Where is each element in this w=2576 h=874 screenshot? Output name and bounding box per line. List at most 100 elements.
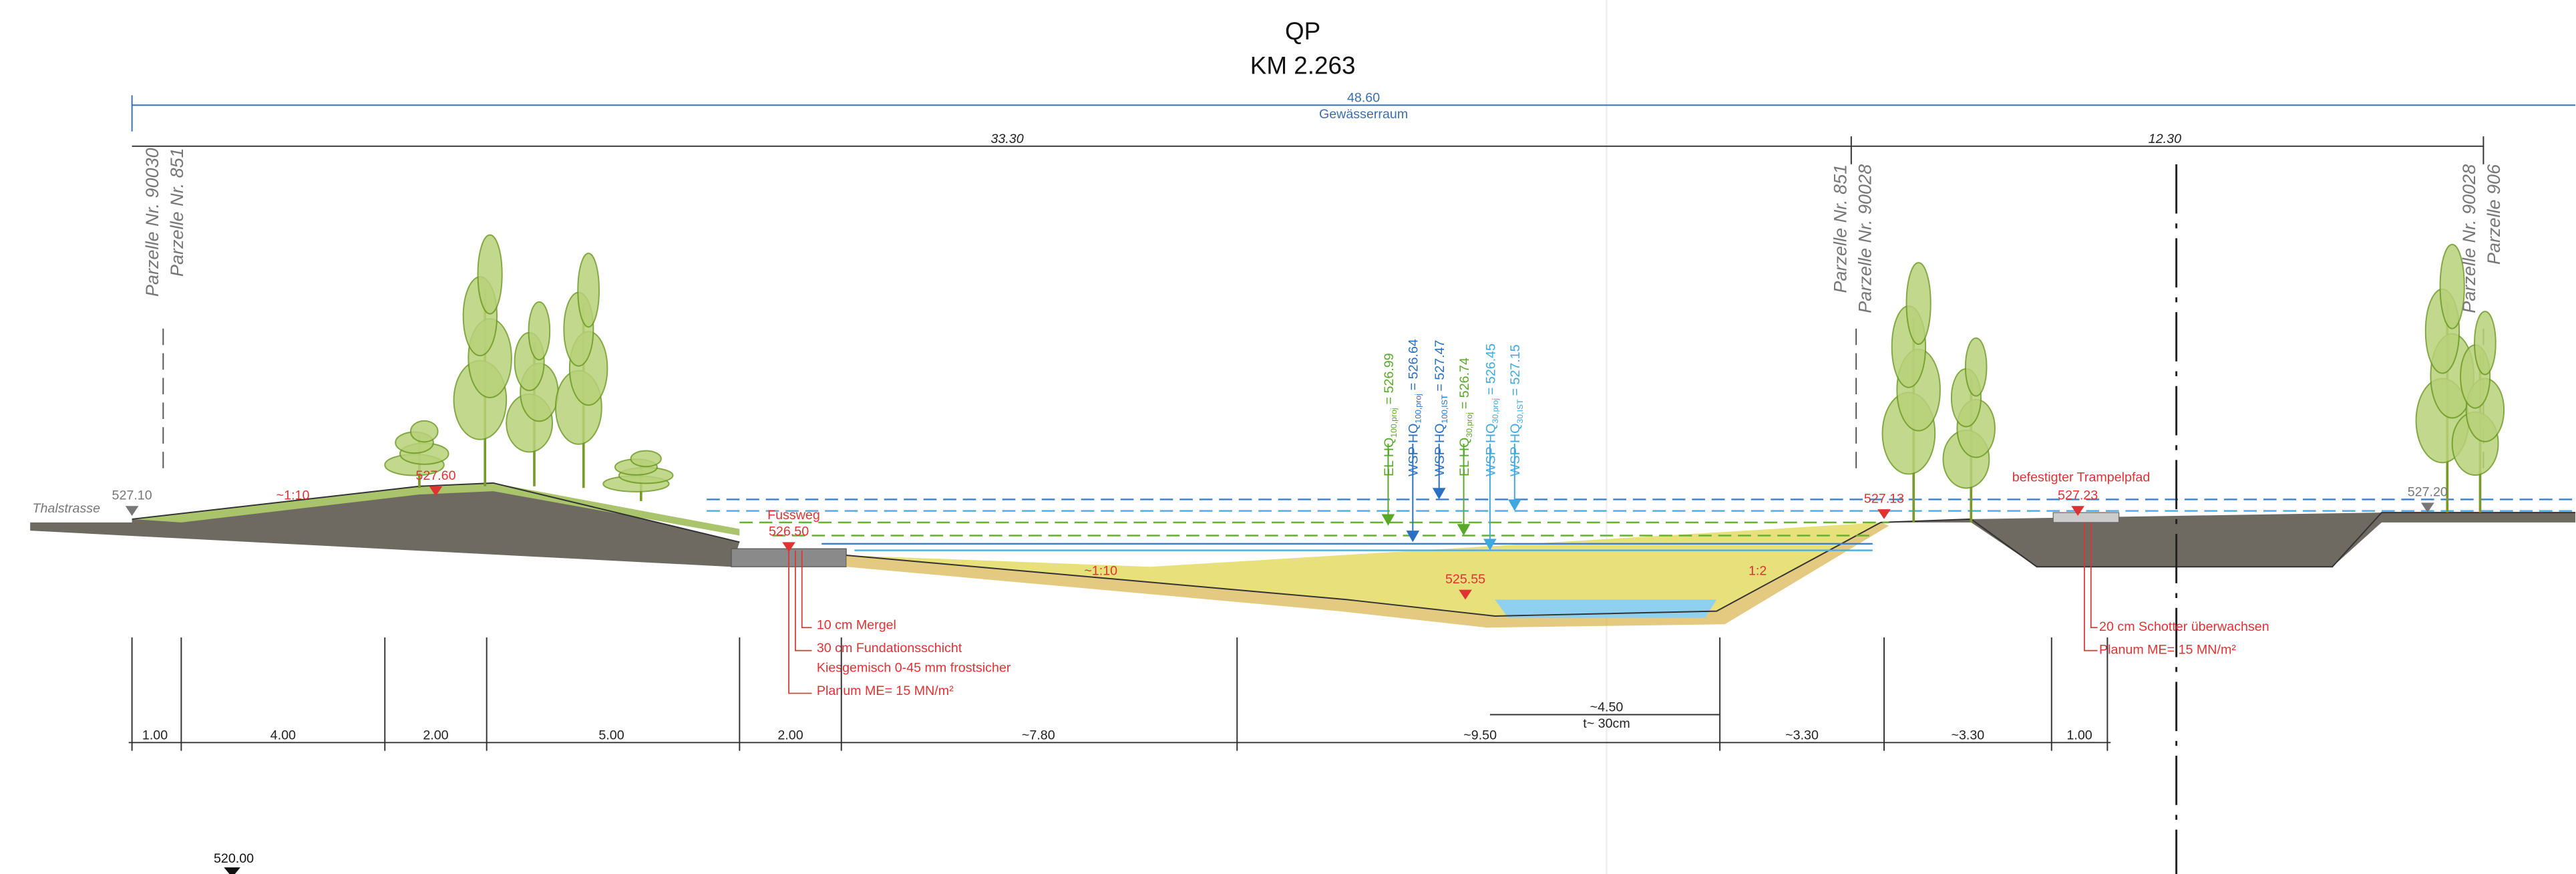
elevation-marker xyxy=(429,486,443,496)
water-level-marker xyxy=(1406,531,1420,543)
leader xyxy=(795,550,812,651)
elevation-label: 527.13 xyxy=(1864,491,1904,506)
leader xyxy=(801,550,812,629)
water-level-label: EL HQ100,proj = 526.99 xyxy=(1382,353,1399,476)
water-level-marker xyxy=(1432,488,1446,500)
segment-label: 1.00 xyxy=(142,728,168,742)
elevation-label: 527.60 xyxy=(415,468,455,483)
water-level-value: = 527.47 xyxy=(1433,340,1447,392)
leader xyxy=(788,550,812,694)
water-level-label: WSP HQ100,proj = 526.64 xyxy=(1407,339,1423,476)
terrain-line xyxy=(132,482,740,543)
tree-crown xyxy=(477,234,503,315)
water-level-value: = 526.64 xyxy=(1407,339,1421,390)
water-level-label: WSP HQ100,IST = 527.47 xyxy=(1433,340,1449,476)
leader xyxy=(2084,522,2098,651)
footpath-label: Fussweg xyxy=(767,508,820,523)
dimension-label: ~4.50 xyxy=(1590,700,1624,715)
slope-label: ~1:10 xyxy=(1084,564,1117,579)
water-level-marker xyxy=(1483,539,1497,551)
elevation-label: 526.50 xyxy=(769,525,809,539)
ground-left xyxy=(30,482,740,567)
tree-crown xyxy=(1964,337,1988,397)
water-level-name: EL HQ xyxy=(1382,438,1397,476)
water-level-value: = 526.74 xyxy=(1457,357,1472,409)
segment-label: ~3.30 xyxy=(1952,728,1985,742)
tree-crown xyxy=(528,301,551,361)
water-level-value: = 527.15 xyxy=(1508,344,1523,396)
water-level-marker xyxy=(1457,524,1471,536)
channel-fill xyxy=(846,522,1881,616)
segment-label: 1.00 xyxy=(2066,728,2092,742)
dimension-label: Gewässerraum xyxy=(1319,107,1408,122)
water-level-label: WSP HQ30,IST = 527.15 xyxy=(1508,344,1525,476)
datum-label: 520.00 xyxy=(214,851,254,866)
water-level-name: WSP HQ xyxy=(1407,424,1421,476)
segment-label: 2.00 xyxy=(423,728,448,742)
ground-right xyxy=(1881,513,2576,567)
elevation-marker xyxy=(2071,506,2084,517)
water-level-name: WSP HQ xyxy=(1483,424,1498,476)
parcel-label: Parzelle 906 xyxy=(2484,164,2504,265)
parcel-label: Parzelle Nr. 851 xyxy=(167,148,187,277)
parcel-label: Parzelle Nr. 90028 xyxy=(2459,164,2479,313)
tree-crown xyxy=(577,253,600,328)
water-level-name: WSP HQ xyxy=(1508,424,1523,476)
tree-crown xyxy=(409,420,439,443)
water-level-value: = 526.45 xyxy=(1483,343,1498,395)
tree-crown xyxy=(2439,243,2465,329)
note: 30 cm Fundationsschicht xyxy=(817,641,962,656)
note: Planum ME= 15 MN/m² xyxy=(817,684,954,698)
tree-crown xyxy=(2474,311,2497,376)
elevation-marker xyxy=(782,542,795,553)
elevation-marker xyxy=(1877,509,1891,519)
elevation-label: 527.10 xyxy=(112,488,152,502)
water-level-sub: 30,IST xyxy=(1515,399,1525,424)
water-level-label: EL HQ30,proj = 526.74 xyxy=(1457,357,1474,476)
dimension-label: 33.30 xyxy=(990,132,1023,146)
water-level-sub: 30,proj xyxy=(1491,398,1500,424)
segment-label: ~3.30 xyxy=(1785,728,1819,742)
parcel-label: Parzelle Nr. 851 xyxy=(1830,164,1850,293)
segment-label: ~9.50 xyxy=(1463,728,1497,742)
gravel-bed xyxy=(846,522,1889,628)
water-level-sub: 100,IST xyxy=(1440,394,1449,424)
title: QP xyxy=(1285,17,1320,45)
slope-label: 1:2 xyxy=(1749,564,1767,579)
slope-label: ~1:10 xyxy=(277,488,310,502)
water-level-label: WSP HQ30,proj = 526.45 xyxy=(1483,343,1500,476)
elevation-label: 525.55 xyxy=(1445,572,1485,587)
trampelpfad-layer xyxy=(2052,512,2120,523)
segment-label: 4.00 xyxy=(270,728,296,742)
segment-label: ~7.80 xyxy=(1022,728,1055,742)
dimension-label: 12.30 xyxy=(2149,132,2181,146)
elevation-label: 527.23 xyxy=(2058,488,2098,502)
note: 20 cm Schotter überwachsen xyxy=(2099,619,2269,634)
note: Planum ME= 15 MN/m² xyxy=(2099,643,2236,658)
water-level-sub: 100,proj xyxy=(1414,394,1423,423)
water-level-marker xyxy=(1507,499,1521,511)
water-level-sub: 30,proj xyxy=(1465,412,1474,438)
water-level-marker xyxy=(1381,514,1395,526)
parcel-label: Parzelle Nr. 90028 xyxy=(1855,164,1875,313)
elevation-label: 527.20 xyxy=(2408,485,2448,500)
terrain-line xyxy=(846,512,2576,617)
water-level-name: EL HQ xyxy=(1457,438,1472,476)
path-label: befestigter Trampelpfad xyxy=(2012,470,2151,484)
low-flow-water xyxy=(1495,599,1717,618)
water-level-name: WSP HQ xyxy=(1433,424,1447,476)
elevation-marker xyxy=(1459,589,1472,600)
segment-label: 5.00 xyxy=(598,728,624,742)
subtitle: KM 2.263 xyxy=(1250,52,1356,80)
street-label: Thalstrasse xyxy=(32,501,100,516)
elevation-marker xyxy=(2420,502,2434,513)
annotations: QP KM 2.263 48.60 Gewässerraum 33.30 12.30 Par… xyxy=(32,17,2505,866)
parcel-label: Parzelle Nr. 90030 xyxy=(142,148,162,297)
leader xyxy=(2090,522,2098,629)
water-level-value: = 526.99 xyxy=(1382,353,1397,404)
tree-crown xyxy=(1905,262,1931,345)
note: Kiesgemisch 0-45 mm frostsicher xyxy=(817,661,1011,676)
elevation-marker xyxy=(125,506,139,517)
